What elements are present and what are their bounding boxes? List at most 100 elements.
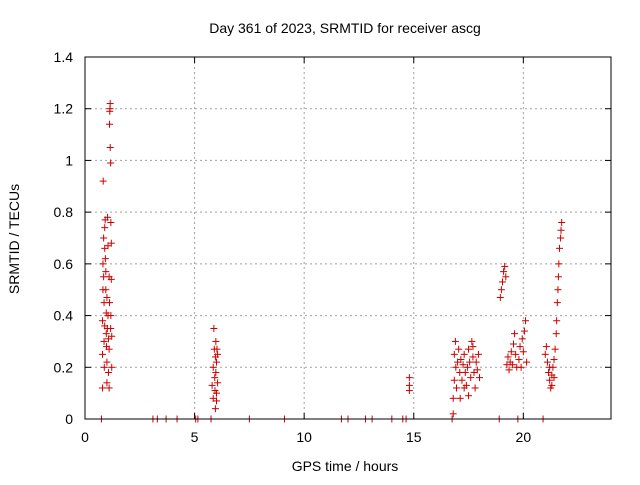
data-point [212,368,220,376]
data-point [518,335,526,343]
data-point [105,273,113,281]
data-point [523,358,531,366]
data-point [106,299,114,307]
data-point [502,273,510,281]
data-point [553,317,561,325]
data-point [550,356,558,364]
data-point [504,353,512,361]
data-point [214,350,222,358]
data-point [99,177,107,185]
data-point [99,350,107,358]
data-point [469,353,477,361]
data-point [213,358,220,366]
data-point [499,278,507,286]
tick-marks [84,56,611,420]
data-point [460,384,468,392]
data-point [99,317,107,325]
data-point [211,374,219,382]
data-point [103,358,111,366]
data-point [107,325,115,332]
data-point [213,345,221,353]
x-tick-label: 10 [296,429,312,445]
data-point [213,397,220,405]
data-point [101,255,109,263]
data-point [554,286,562,294]
data-point [99,260,107,268]
data-point [107,312,115,320]
x-tick-label: 0 [81,429,89,445]
data-point [211,405,219,413]
data-point [99,384,107,392]
data-point [552,330,560,338]
data-point [474,350,482,358]
plot-frame [84,56,612,420]
data-point [512,350,520,358]
data-point [213,389,220,397]
x-axis-label: GPS time / hours [292,458,399,474]
data-point [554,273,562,281]
data-point [108,363,116,371]
data-point [509,340,517,348]
data-point [405,387,413,395]
data-point [472,358,480,366]
data-point [517,363,525,371]
data-point [209,363,217,371]
data-point [108,332,116,340]
data-point [214,379,222,387]
y-tick-label: 0.2 [54,359,74,375]
data-point [100,234,108,242]
y-tick-label: 0 [65,411,73,427]
x-tick-label: 15 [406,429,422,445]
data-point [471,384,479,392]
data-point [458,376,466,384]
y-tick-label: 1.4 [54,49,74,65]
y-tick-label: 0.4 [54,308,74,324]
y-axis-label: SRMTID / TECUs [6,184,22,294]
data-point [551,345,559,353]
data-point [508,361,516,369]
data-point [463,363,471,371]
data-point [507,348,515,356]
data-point [516,343,524,351]
data-point [455,345,463,353]
data-point [102,268,110,276]
data-point [500,268,508,276]
data-point [465,345,473,353]
data-point [548,381,556,389]
data-point [106,120,114,128]
data-point [555,260,563,268]
x-tick-label: 20 [516,429,532,445]
y-tick-label: 0.8 [54,204,74,220]
data-point [476,374,483,382]
data-point [104,213,112,221]
data-point [461,368,469,376]
data-point [519,348,527,356]
data-points [97,100,566,423]
data-point [106,100,114,108]
data-point [452,363,460,371]
grid-layer [85,57,611,419]
data-point [449,394,457,402]
data-point [107,159,115,167]
data-point [210,325,218,332]
data-point [515,356,523,364]
data-point [105,384,113,392]
data-point [100,337,108,345]
data-point [107,239,115,247]
data-point [469,343,477,351]
data-point [473,366,481,374]
data-point [450,376,458,384]
data-point [520,327,528,335]
data-point [543,358,551,366]
data-point [101,224,109,232]
data-point [546,363,554,371]
data-point [103,379,111,387]
data-point [451,337,459,345]
data-point [208,381,216,389]
data-point [557,234,565,242]
data-point [449,410,457,418]
data-point [468,337,476,345]
data-point [405,374,413,382]
data-point [557,226,565,234]
